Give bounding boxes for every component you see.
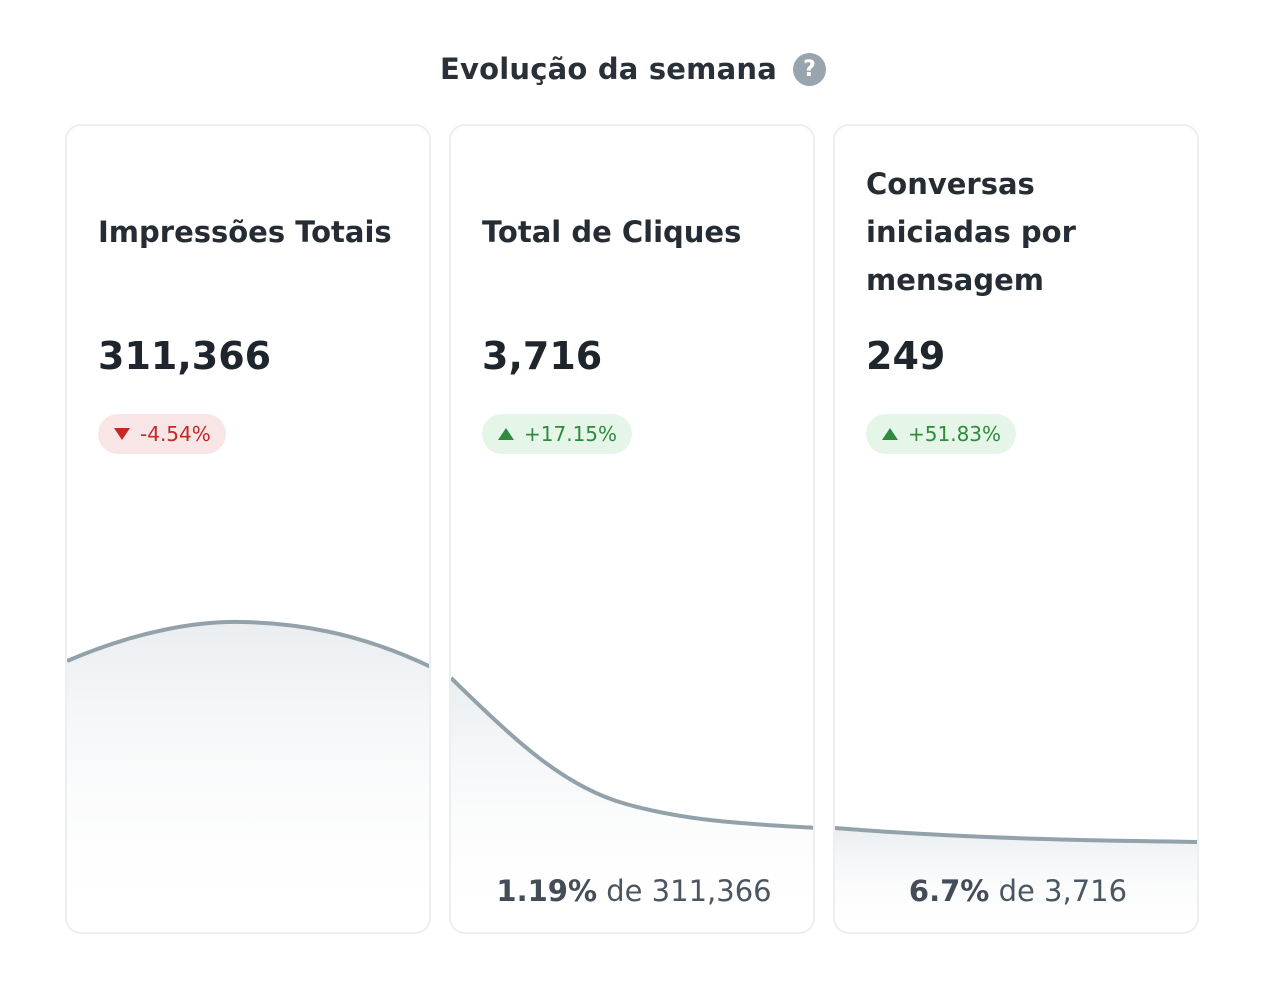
- conversations-line: [835, 826, 1197, 844]
- clicks-area: [451, 678, 813, 932]
- card-value: 311,366: [98, 334, 272, 378]
- metric-cards: Impressões Totais 311,366 -4.54% Total d…: [65, 124, 1200, 936]
- conversations-sparkline: [835, 826, 1197, 932]
- metric-card-clicks: Total de Cliques 3,716 +17.15% 1.19% de …: [449, 124, 815, 934]
- arrow-up-icon: [882, 428, 898, 440]
- change-value: +51.83%: [908, 422, 1002, 446]
- change-badge: +17.15%: [482, 414, 633, 454]
- footer-percent: 1.19%: [496, 874, 597, 908]
- card-value: 249: [866, 334, 946, 378]
- card-footer: 6.7% de 3,716: [835, 874, 1197, 908]
- impressions-line: [67, 619, 429, 669]
- help-question-icon[interactable]: ?: [792, 52, 826, 86]
- card-footer: 1.19% de 311,366: [451, 874, 813, 908]
- change-value: +17.15%: [524, 422, 618, 446]
- card-title: Impressões Totais: [98, 215, 392, 249]
- footer-text: de 3,716: [998, 874, 1128, 908]
- clicks-line: [451, 676, 813, 830]
- arrow-up-icon: [498, 428, 514, 440]
- card-title: Conversas iniciadas por mensagem: [866, 167, 1076, 297]
- metric-card-conversations: Conversas iniciadas por mensagem 249 +51…: [833, 124, 1199, 934]
- conversations-area: [835, 828, 1197, 932]
- card-title: Total de Cliques: [482, 215, 742, 249]
- footer-text: de 311,366: [606, 874, 772, 908]
- clicks-sparkline: [451, 676, 813, 932]
- arrow-down-icon: [114, 428, 130, 440]
- card-value: 3,716: [482, 334, 603, 378]
- impressions-area: [67, 621, 429, 932]
- change-badge: -4.54%: [98, 414, 226, 454]
- metric-card-impressions: Impressões Totais 311,366 -4.54%: [65, 124, 431, 934]
- section-header: Evolução da semana ?: [0, 46, 1266, 92]
- change-value: -4.54%: [140, 422, 211, 446]
- impressions-sparkline: [67, 619, 429, 932]
- footer-percent: 6.7%: [908, 874, 990, 908]
- change-badge: +51.83%: [866, 414, 1017, 454]
- section-title: Evolução da semana: [440, 52, 777, 86]
